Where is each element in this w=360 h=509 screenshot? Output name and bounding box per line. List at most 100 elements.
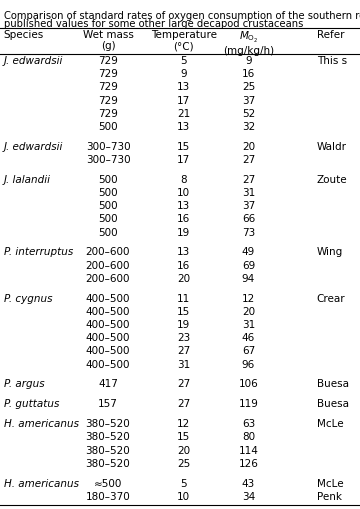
Text: 10: 10 bbox=[177, 492, 190, 502]
Text: Comparison of standard rates of oxygen consumption of the southern rock lobster,: Comparison of standard rates of oxygen c… bbox=[4, 11, 360, 21]
Text: 17: 17 bbox=[177, 96, 190, 105]
Text: 31: 31 bbox=[177, 360, 190, 370]
Text: This s: This s bbox=[317, 56, 347, 66]
Text: 500: 500 bbox=[98, 228, 118, 238]
Text: 80: 80 bbox=[242, 432, 255, 442]
Text: 380–520: 380–520 bbox=[86, 419, 130, 429]
Text: J. lalandii: J. lalandii bbox=[4, 175, 51, 185]
Text: 200–600: 200–600 bbox=[86, 247, 130, 258]
Text: 25: 25 bbox=[242, 82, 255, 93]
Text: Temperature
(°C): Temperature (°C) bbox=[150, 30, 217, 51]
Text: 13: 13 bbox=[177, 122, 190, 132]
Text: 63: 63 bbox=[242, 419, 255, 429]
Text: published values for some other large decapod crustaceans: published values for some other large de… bbox=[4, 19, 303, 29]
Text: 52: 52 bbox=[242, 109, 255, 119]
Text: P. argus: P. argus bbox=[4, 380, 44, 389]
Text: 49: 49 bbox=[242, 247, 255, 258]
Text: 37: 37 bbox=[242, 201, 255, 211]
Text: 10: 10 bbox=[177, 188, 190, 198]
Text: 380–520: 380–520 bbox=[86, 445, 130, 456]
Text: ≈500: ≈500 bbox=[94, 478, 122, 489]
Text: 12: 12 bbox=[242, 294, 255, 304]
Text: 400–500: 400–500 bbox=[86, 320, 130, 330]
Text: 13: 13 bbox=[177, 201, 190, 211]
Text: 400–500: 400–500 bbox=[86, 333, 130, 343]
Text: Buesa: Buesa bbox=[317, 399, 349, 409]
Text: 27: 27 bbox=[242, 175, 255, 185]
Text: Wet mass
(g): Wet mass (g) bbox=[82, 30, 134, 51]
Text: 37: 37 bbox=[242, 96, 255, 105]
Text: 9: 9 bbox=[245, 56, 252, 66]
Text: 729: 729 bbox=[98, 96, 118, 105]
Text: McLe: McLe bbox=[317, 478, 343, 489]
Text: 729: 729 bbox=[98, 82, 118, 93]
Text: 34: 34 bbox=[242, 492, 255, 502]
Text: 729: 729 bbox=[98, 69, 118, 79]
Text: 500: 500 bbox=[98, 175, 118, 185]
Text: H. americanus: H. americanus bbox=[4, 419, 78, 429]
Text: 27: 27 bbox=[177, 347, 190, 356]
Text: 16: 16 bbox=[242, 69, 255, 79]
Text: 19: 19 bbox=[177, 320, 190, 330]
Text: 157: 157 bbox=[98, 399, 118, 409]
Text: 73: 73 bbox=[242, 228, 255, 238]
Text: 500: 500 bbox=[98, 122, 118, 132]
Text: 27: 27 bbox=[242, 155, 255, 165]
Text: 20: 20 bbox=[177, 445, 190, 456]
Text: 729: 729 bbox=[98, 56, 118, 66]
Text: 200–600: 200–600 bbox=[86, 274, 130, 284]
Text: 12: 12 bbox=[177, 419, 190, 429]
Text: 300–730: 300–730 bbox=[86, 155, 130, 165]
Text: 31: 31 bbox=[242, 188, 255, 198]
Text: 46: 46 bbox=[242, 333, 255, 343]
Text: $M_{\mathrm{O_2}}$
(mg/kg/h): $M_{\mathrm{O_2}}$ (mg/kg/h) bbox=[223, 30, 274, 56]
Text: McLe: McLe bbox=[317, 419, 343, 429]
Text: 21: 21 bbox=[177, 109, 190, 119]
Text: 13: 13 bbox=[177, 247, 190, 258]
Text: 32: 32 bbox=[242, 122, 255, 132]
Text: Crear: Crear bbox=[317, 294, 346, 304]
Text: H. americanus: H. americanus bbox=[4, 478, 78, 489]
Text: 500: 500 bbox=[98, 188, 118, 198]
Text: 31: 31 bbox=[242, 320, 255, 330]
Text: 180–370: 180–370 bbox=[86, 492, 130, 502]
Text: 20: 20 bbox=[242, 307, 255, 317]
Text: P. interruptus: P. interruptus bbox=[4, 247, 73, 258]
Text: 67: 67 bbox=[242, 347, 255, 356]
Text: 119: 119 bbox=[238, 399, 258, 409]
Text: J. edwardsii: J. edwardsii bbox=[4, 56, 63, 66]
Text: Species: Species bbox=[4, 30, 44, 40]
Text: Wing: Wing bbox=[317, 247, 343, 258]
Text: 417: 417 bbox=[98, 380, 118, 389]
Text: J. edwardsii: J. edwardsii bbox=[4, 142, 63, 152]
Text: 20: 20 bbox=[177, 274, 190, 284]
Text: 69: 69 bbox=[242, 261, 255, 271]
Text: 15: 15 bbox=[177, 142, 190, 152]
Text: 500: 500 bbox=[98, 214, 118, 224]
Text: Refer: Refer bbox=[317, 30, 344, 40]
Text: 17: 17 bbox=[177, 155, 190, 165]
Text: 400–500: 400–500 bbox=[86, 347, 130, 356]
Text: 27: 27 bbox=[177, 380, 190, 389]
Text: 400–500: 400–500 bbox=[86, 307, 130, 317]
Text: 500: 500 bbox=[98, 201, 118, 211]
Text: Zoute: Zoute bbox=[317, 175, 347, 185]
Text: 106: 106 bbox=[239, 380, 258, 389]
Text: 380–520: 380–520 bbox=[86, 459, 130, 469]
Text: P. cygnus: P. cygnus bbox=[4, 294, 52, 304]
Text: 126: 126 bbox=[238, 459, 258, 469]
Text: 23: 23 bbox=[177, 333, 190, 343]
Text: 9: 9 bbox=[180, 69, 187, 79]
Text: 400–500: 400–500 bbox=[86, 360, 130, 370]
Text: 8: 8 bbox=[180, 175, 187, 185]
Text: 19: 19 bbox=[177, 228, 190, 238]
Text: 114: 114 bbox=[238, 445, 258, 456]
Text: 25: 25 bbox=[177, 459, 190, 469]
Text: P. guttatus: P. guttatus bbox=[4, 399, 59, 409]
Text: 300–730: 300–730 bbox=[86, 142, 130, 152]
Text: 16: 16 bbox=[177, 261, 190, 271]
Text: Penk: Penk bbox=[317, 492, 342, 502]
Text: 96: 96 bbox=[242, 360, 255, 370]
Text: 5: 5 bbox=[180, 56, 187, 66]
Text: 729: 729 bbox=[98, 109, 118, 119]
